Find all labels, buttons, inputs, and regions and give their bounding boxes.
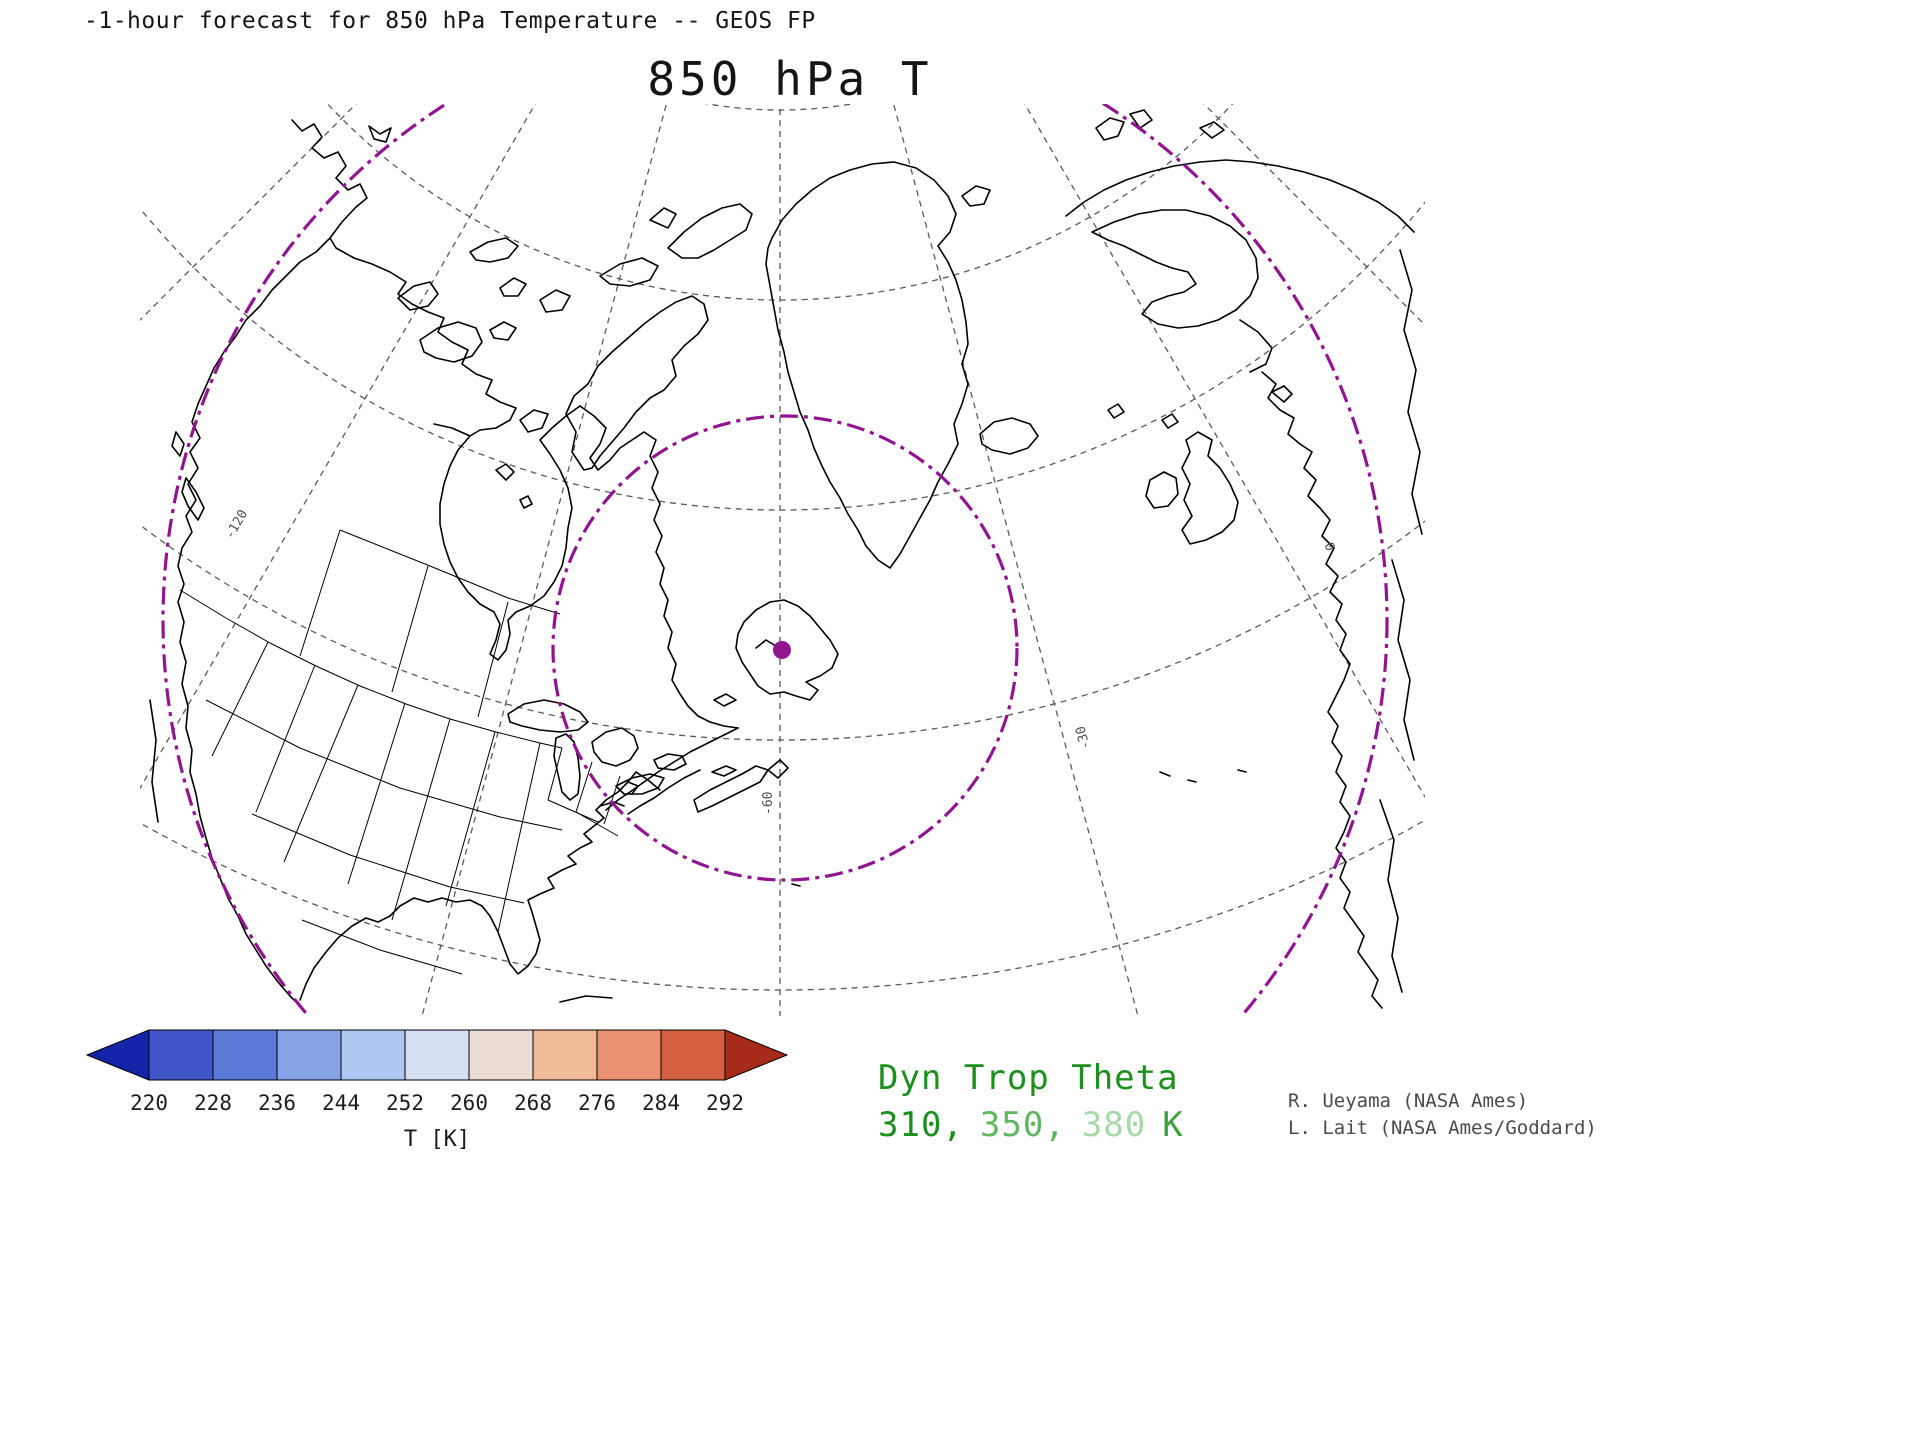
coast-labrador <box>579 405 739 729</box>
colorbar-cell <box>340 1029 406 1081</box>
colorbar-cell <box>596 1029 662 1081</box>
colorbar-ticks: 220 228 236 244 252 260 268 276 284 292 <box>85 1091 789 1119</box>
coast-newfoundland <box>735 599 839 701</box>
coast-british-isles <box>1181 431 1239 545</box>
colorbar: 220 228 236 244 252 260 268 276 284 292 T [K] <box>85 1028 789 1152</box>
theta-contours <box>161 104 1389 1016</box>
colorbar-tick: 276 <box>578 1091 616 1115</box>
coast-alaska <box>291 119 368 208</box>
coast-scandinavia <box>1065 159 1415 233</box>
coast-st-lawrence <box>605 727 739 811</box>
colorbar-tick: 244 <box>322 1091 360 1115</box>
state-borders <box>179 529 621 975</box>
colorbar-scale <box>85 1029 789 1081</box>
theta-unit: K <box>1162 1105 1184 1145</box>
legend-levels: 310, 350, 380 K <box>878 1105 1184 1145</box>
colorbar-unit-label: T [K] <box>403 1127 471 1152</box>
legend-title: Dyn Trop Theta <box>878 1058 1179 1098</box>
theta-contour-inner <box>551 414 1019 882</box>
map-plot: -60 -30 -120 0 <box>140 104 1425 1016</box>
credit-line-1: R. Ueyama (NASA Ames) <box>1288 1090 1529 1112</box>
colorbar-cell <box>276 1029 342 1081</box>
plot-title: 850 hPa T <box>647 52 933 106</box>
colorbar-tick: 260 <box>450 1091 488 1115</box>
coast-iceland <box>979 417 1039 455</box>
coast-greenland <box>765 161 969 569</box>
graticule-label: -30 <box>1073 724 1094 751</box>
colorbar-tick: 236 <box>258 1091 296 1115</box>
coast-nova-scotia <box>693 765 769 813</box>
colorbar-left-arrow <box>85 1029 150 1081</box>
coastlines <box>149 109 1423 1009</box>
location-marker <box>773 641 791 659</box>
arctic-archipelago <box>397 203 753 471</box>
graticule-label: 0 <box>1323 539 1340 552</box>
colorbar-cell <box>532 1029 598 1081</box>
colorbar-right-arrow <box>724 1029 789 1081</box>
colorbar-cell <box>148 1029 214 1081</box>
theta-contour-outer <box>161 104 1389 1016</box>
colorbar-tick: 228 <box>194 1091 232 1115</box>
coast-europe <box>1261 371 1383 1009</box>
coast-us-east <box>299 771 661 1001</box>
colorbar-cell <box>212 1029 278 1081</box>
theta-level: 380 <box>1081 1105 1147 1145</box>
graticule <box>140 104 1425 1016</box>
coast-hudson-bay <box>439 405 581 661</box>
colorbar-tick: 268 <box>514 1091 552 1115</box>
theta-level: 350, <box>979 1105 1066 1145</box>
graticule-label: -120 <box>222 507 251 542</box>
colorbar-tick: 220 <box>130 1091 168 1115</box>
colorbar-cell <box>660 1029 726 1081</box>
colorbar-tick: 252 <box>386 1091 424 1115</box>
colorbar-tick: 284 <box>642 1091 680 1115</box>
graticule-labels: -60 -30 -120 0 <box>222 507 1339 815</box>
forecast-header: -1-hour forecast for 850 hPa Temperature… <box>84 8 816 34</box>
credits: R. Ueyama (NASA Ames) L. Lait (NASA Ames… <box>1288 1088 1597 1142</box>
theta-legend: Dyn Trop Theta 310, 350, 380 K <box>878 1058 1184 1145</box>
theta-level: 310, <box>878 1105 964 1145</box>
great-lakes <box>507 699 687 801</box>
colorbar-cell <box>404 1029 470 1081</box>
coast-arctic-mainland <box>329 237 517 437</box>
colorbar-cell <box>468 1029 534 1081</box>
credit-line-2: L. Lait (NASA Ames/Goddard) <box>1288 1117 1597 1139</box>
colorbar-tick: 292 <box>706 1091 744 1115</box>
graticule-label: -60 <box>761 792 776 815</box>
